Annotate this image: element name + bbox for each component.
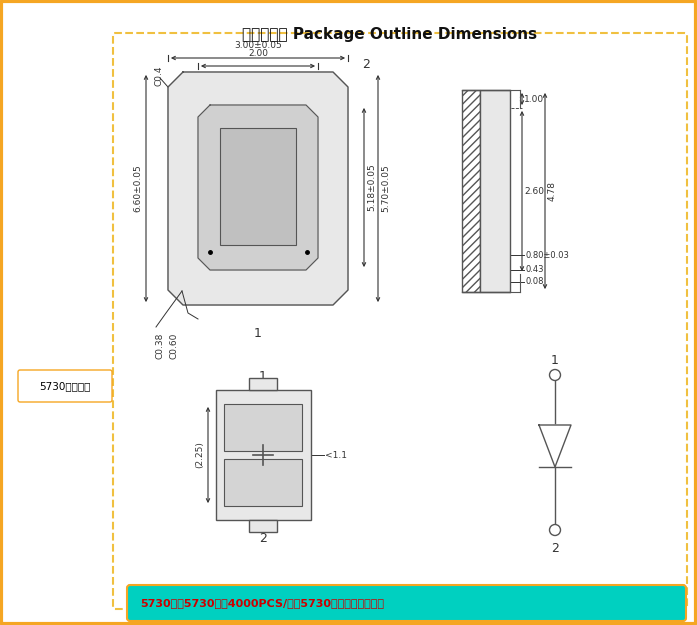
Circle shape [549,524,560,536]
Text: 0.80±0.03: 0.80±0.03 [526,251,570,259]
Text: 2.60: 2.60 [524,186,544,196]
Text: 2.00: 2.00 [248,49,268,58]
Polygon shape [198,105,318,270]
Text: 0.43: 0.43 [526,266,544,274]
Text: 2: 2 [362,59,370,71]
Text: 外型尺寸图 Package Outline Dimensions: 外型尺寸图 Package Outline Dimensions [243,28,537,43]
Text: 1.00: 1.00 [524,94,544,104]
Text: 0.08: 0.08 [526,278,544,286]
Text: 1: 1 [259,369,267,382]
Text: 5730焊盘尺寸: 5730焊盘尺寸 [39,381,91,391]
Text: 5.18±0.05: 5.18±0.05 [367,163,376,211]
Text: 1: 1 [551,354,559,367]
Text: 3.00±0.05: 3.00±0.05 [234,41,282,50]
Polygon shape [168,72,348,305]
Bar [220,128,296,245]
Polygon shape [539,425,571,467]
Bar [480,90,510,292]
FancyBboxPatch shape [127,585,686,621]
Text: C0.38: C0.38 [155,333,164,359]
Text: <1.1: <1.1 [325,451,347,459]
Bar [249,378,277,390]
Text: 2: 2 [259,531,267,544]
Text: C0.4: C0.4 [154,66,163,86]
Text: 6.60±0.05: 6.60±0.05 [133,164,142,212]
FancyBboxPatch shape [18,370,112,402]
Bar [224,404,302,451]
Text: 2: 2 [551,541,559,554]
Text: 1: 1 [254,327,262,340]
Text: 5.70±0.05: 5.70±0.05 [381,164,390,212]
Bar [462,90,480,292]
Bar [224,459,302,506]
Text: 4.78: 4.78 [548,181,557,201]
Bar [216,390,311,520]
Text: 5730灯珠5730灯珠4000PCS/盘，5730灯珠尺寸如上图。: 5730灯珠5730灯珠4000PCS/盘，5730灯珠尺寸如上图。 [140,598,384,608]
Text: (2.25): (2.25) [195,441,204,469]
Circle shape [549,369,560,381]
Text: C0.60: C0.60 [169,333,178,359]
Bar [249,520,277,532]
